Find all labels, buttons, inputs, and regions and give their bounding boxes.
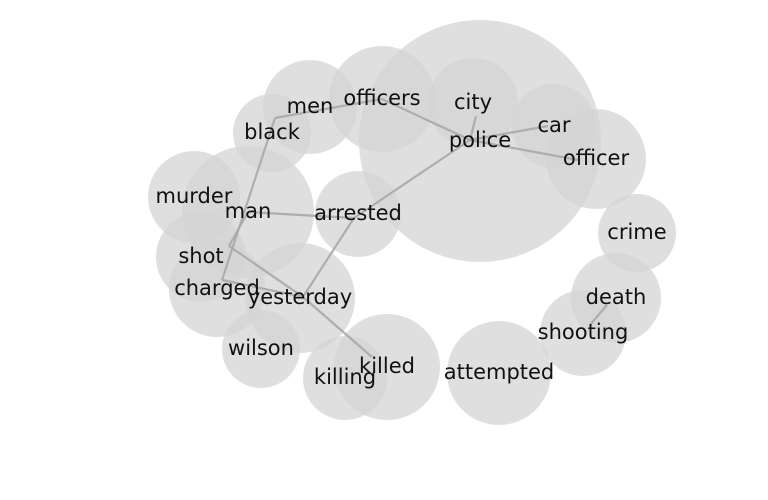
bubble-city [428, 58, 518, 148]
label-shot: shot [178, 244, 223, 268]
label-men: men [287, 94, 334, 118]
label-shooting: shooting [538, 320, 629, 344]
label-crime: crime [607, 220, 666, 244]
label-officers: officers [343, 86, 420, 110]
edge-yesterday-killed [302, 296, 373, 358]
label-attempted: attempted [444, 360, 555, 384]
label-murder: murder [156, 184, 233, 208]
label-police: police [449, 128, 511, 152]
edge-police-arrested [353, 139, 471, 219]
edge-shot-yesterday [228, 245, 304, 298]
edge-officers-black [274, 97, 383, 120]
bubble-wilson [222, 310, 300, 388]
bubble-killed [334, 314, 440, 420]
label-killing: killing [314, 365, 376, 389]
bubble-attempted [447, 321, 551, 425]
edge-death-shooting [589, 304, 608, 326]
edge-man-arrested [247, 210, 355, 220]
label-killed: killed [359, 354, 415, 378]
label-city: city [454, 90, 492, 114]
edge-police-city [468, 115, 478, 141]
edge-black-charged [220, 117, 277, 281]
edge-police-officer [469, 138, 579, 162]
edge-police-officers [381, 98, 471, 141]
label-car: car [537, 113, 570, 137]
label-officer: officer [563, 146, 630, 170]
bubble-officer [546, 109, 646, 209]
label-death: death [586, 285, 647, 309]
label-yesterday: yesterday [248, 285, 352, 309]
bubble-crime [598, 194, 676, 272]
edge-charged-yesterday [221, 278, 304, 299]
label-black: black [244, 120, 301, 144]
label-arrested: arrested [314, 201, 402, 225]
edge-arrested-yesterday [302, 217, 355, 298]
label-charged: charged [174, 276, 260, 300]
label-man: man [225, 199, 272, 223]
edge-man-shot [228, 211, 249, 247]
edge-police-car [469, 124, 549, 142]
bubble-shooting [540, 290, 626, 376]
bubble-charged [169, 241, 265, 337]
label-wilson: wilson [228, 336, 294, 360]
